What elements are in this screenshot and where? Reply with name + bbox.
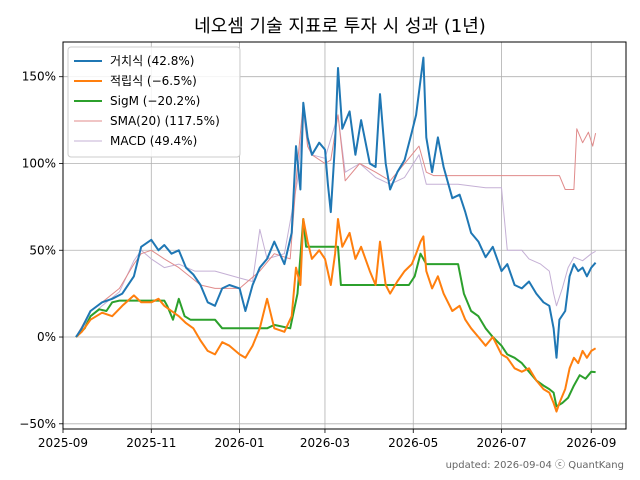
- x-tick-label: 2026-07: [476, 436, 526, 450]
- x-tick-label: 2025-09: [38, 436, 88, 450]
- footer-note: updated: 2026-09-04 ⓒ QuantKang: [446, 459, 624, 471]
- series-lines: [75, 56, 597, 413]
- x-tick-label: 2026-03: [300, 436, 350, 450]
- y-tick-label: 100%: [22, 156, 56, 170]
- x-tick-label: 2026-05: [388, 436, 438, 450]
- legend-label: MACD (49.4%): [110, 134, 197, 148]
- plot-frame: [62, 41, 627, 430]
- series-line-4: [75, 110, 596, 338]
- series-line-0: [75, 56, 597, 359]
- x-tick-label: 2025-11: [126, 436, 176, 450]
- legend-label: 적립식 (−6.5%): [110, 74, 197, 88]
- legend-label: SMA(20) (117.5%): [110, 114, 220, 128]
- legend-box: [67, 46, 241, 158]
- y-tick-label: 150%: [22, 70, 56, 84]
- x-axis: 2025-09 2025-11 2026-01 2026-03 2026-05 2026-…: [38, 429, 616, 450]
- y-tick-label: 0%: [37, 330, 56, 344]
- chart-title: 네오셈 기술 지표로 투자 시 성과 (1년): [194, 16, 486, 37]
- x-tick-label: 2026-09: [566, 436, 616, 450]
- series-line-1: [75, 218, 597, 413]
- y-tick-label: −50%: [19, 417, 56, 431]
- x-tick-label: 2026-01: [215, 436, 265, 450]
- legend-label: 거치식 (42.8%): [110, 54, 194, 68]
- legend-label: SigM (−20.2%): [110, 94, 200, 108]
- series-line-3: [75, 102, 597, 338]
- y-axis: 150% 100% 50% 0% −50%: [19, 70, 63, 431]
- y-tick-label: 50%: [29, 243, 56, 257]
- legend: 거치식 (42.8%) 적립식 (−6.5%) SigM (−20.2%) SMA(2…: [67, 46, 241, 158]
